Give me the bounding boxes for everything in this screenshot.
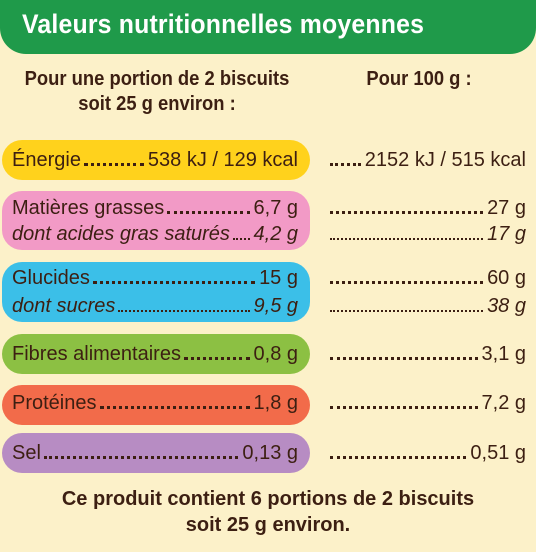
- sucres-label: dont sucres: [12, 295, 116, 317]
- proteines-band: [2, 385, 310, 425]
- leader-dots: [118, 310, 250, 312]
- satures-portion-row: dont acides gras saturés 4,2 g: [12, 221, 298, 247]
- portion-header-line2: soit 25 g environ :: [78, 93, 236, 115]
- matieres-grasses-portion-value: 6,7 g: [253, 197, 298, 219]
- leader-dots: [330, 456, 467, 459]
- glucides-per100-value: 60 g: [487, 267, 526, 289]
- leader-dots: [330, 310, 484, 312]
- satures-label: dont acides gras saturés: [12, 223, 230, 245]
- portions-note-line1: Ce produit contient 6 portions de 2 bisc…: [61, 488, 475, 510]
- fibres-portion-value: 0,8 g: [253, 343, 298, 365]
- proteines-per100-row: 7,2 g: [330, 390, 526, 416]
- leader-dots: [330, 211, 484, 214]
- fibres-portion-row: Fibres alimentaires 0,8 g: [12, 341, 298, 367]
- proteines-label: Protéines: [12, 392, 97, 414]
- leader-dots: [92, 281, 256, 284]
- energie-label: Énergie: [12, 149, 81, 171]
- leader-dots: [43, 456, 239, 459]
- portion-column-header: Pour une portion de 2 biscuits soit 25 g…: [13, 67, 302, 117]
- matieres-grasses-band: [2, 191, 310, 250]
- leader-dots: [330, 163, 361, 166]
- energie-per100-row: 2152 kJ / 515 kcal: [330, 147, 526, 173]
- sucres-per100-row: 38 g: [330, 293, 526, 319]
- portions-note-line2: soit 25 g environ.: [185, 514, 351, 536]
- sucres-per100-value: 38 g: [487, 295, 526, 317]
- portion-header-line1: Pour une portion de 2 biscuits: [24, 68, 290, 90]
- per100-column-header: Pour 100 g :: [366, 68, 472, 90]
- sel-per100-row: 0,51 g: [330, 440, 526, 466]
- leader-dots: [99, 406, 250, 409]
- satures-portion-value: 4,2 g: [253, 223, 298, 245]
- matieres-grasses-per100-row: 27 g: [330, 195, 526, 221]
- leader-dots: [167, 211, 250, 214]
- leader-dots: [330, 357, 478, 360]
- leader-dots: [183, 357, 250, 360]
- glucides-portion-row: Glucides 15 g: [12, 265, 298, 291]
- leader-dots: [330, 238, 484, 240]
- matieres-grasses-portion-row: Matières grasses 6,7 g: [12, 195, 298, 221]
- page-title: Valeurs nutritionnelles moyennes: [22, 9, 425, 39]
- fibres-per100-row: 3,1 g: [330, 341, 526, 367]
- fibres-band: [2, 334, 310, 374]
- glucides-band: [2, 262, 310, 322]
- sel-label: Sel: [12, 442, 41, 464]
- fibres-per100-value: 3,1 g: [481, 343, 526, 365]
- sucres-portion-value: 9,5 g: [253, 295, 298, 317]
- glucides-per100-row: 60 g: [330, 265, 526, 291]
- sel-per100-value: 0,51 g: [470, 442, 526, 464]
- energie-portion-row: Énergie 538 kJ / 129 kcal: [12, 147, 298, 173]
- leader-dots: [330, 406, 478, 409]
- proteines-per100-value: 7,2 g: [481, 392, 526, 414]
- energie-per100-value: 2152 kJ / 515 kcal: [364, 149, 526, 171]
- matieres-grasses-label: Matières grasses: [12, 197, 165, 219]
- matieres-grasses-per100-value: 27 g: [487, 197, 526, 219]
- sucres-portion-row: dont sucres 9,5 g: [12, 293, 298, 319]
- portions-note: Ce produit contient 6 portions de 2 bisc…: [0, 486, 536, 538]
- leader-dots: [330, 281, 484, 284]
- fibres-label: Fibres alimentaires: [12, 343, 181, 365]
- satures-per100-row: 17 g: [330, 221, 526, 247]
- title-banner: Valeurs nutritionnelles moyennes: [0, 0, 536, 54]
- glucides-portion-value: 15 g: [259, 267, 298, 289]
- sel-portion-value: 0,13 g: [242, 442, 298, 464]
- energie-band: [2, 140, 310, 180]
- sel-portion-row: Sel 0,13 g: [12, 440, 298, 466]
- proteines-portion-value: 1,8 g: [253, 392, 298, 414]
- energie-portion-value: 538 kJ / 129 kcal: [147, 149, 298, 171]
- proteines-portion-row: Protéines 1,8 g: [12, 390, 298, 416]
- glucides-label: Glucides: [12, 267, 90, 289]
- leader-dots: [83, 163, 144, 166]
- leader-dots: [232, 238, 250, 240]
- satures-per100-value: 17 g: [487, 223, 526, 245]
- sel-band: [2, 433, 310, 473]
